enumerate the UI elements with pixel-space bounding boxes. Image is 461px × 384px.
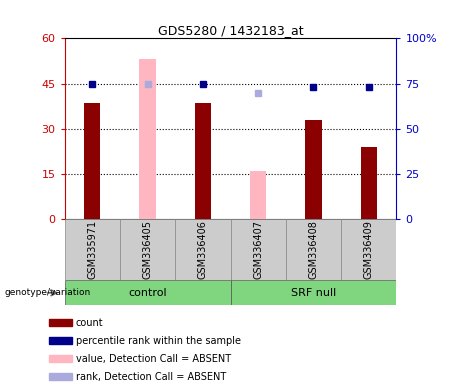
Bar <box>230 280 396 305</box>
Bar <box>195 103 211 219</box>
Text: SRF null: SRF null <box>291 288 336 298</box>
Bar <box>49 373 72 380</box>
Bar <box>120 219 175 280</box>
Bar <box>65 280 230 305</box>
Text: rank, Detection Call = ABSENT: rank, Detection Call = ABSENT <box>76 371 226 382</box>
Text: control: control <box>128 288 167 298</box>
Bar <box>84 103 100 219</box>
Bar <box>49 355 72 362</box>
Text: GSM336405: GSM336405 <box>142 220 153 279</box>
Title: GDS5280 / 1432183_at: GDS5280 / 1432183_at <box>158 24 303 37</box>
Text: GSM336408: GSM336408 <box>308 220 319 279</box>
Bar <box>230 219 286 280</box>
Text: GSM336407: GSM336407 <box>253 220 263 279</box>
Text: value, Detection Call = ABSENT: value, Detection Call = ABSENT <box>76 354 230 364</box>
Bar <box>286 219 341 280</box>
Text: genotype/variation: genotype/variation <box>5 288 91 297</box>
Bar <box>175 219 230 280</box>
Bar <box>139 60 156 219</box>
Text: percentile rank within the sample: percentile rank within the sample <box>76 336 241 346</box>
Bar <box>49 337 72 344</box>
Bar <box>341 219 396 280</box>
Text: GSM335971: GSM335971 <box>87 220 97 279</box>
Text: GSM336409: GSM336409 <box>364 220 374 279</box>
Bar <box>65 219 120 280</box>
Bar <box>250 171 266 219</box>
Bar <box>49 319 72 326</box>
Text: GSM336406: GSM336406 <box>198 220 208 279</box>
Bar <box>361 147 377 219</box>
Bar <box>305 120 322 219</box>
Text: count: count <box>76 318 103 328</box>
